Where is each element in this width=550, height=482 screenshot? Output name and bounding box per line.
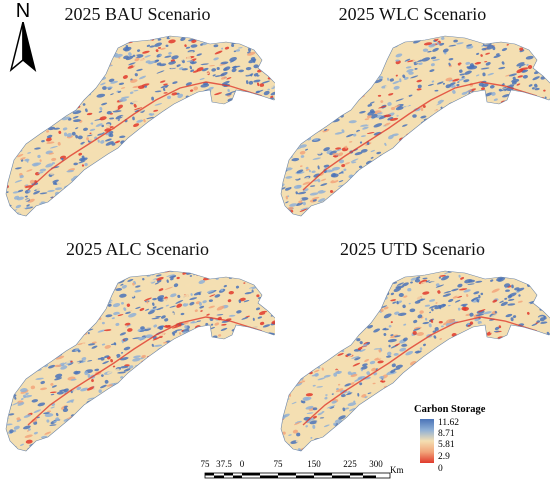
scale-bar: 75 37.5 0 75 150 225 300 Km: [198, 459, 404, 482]
north-letter: N: [15, 0, 31, 22]
legend-label: 11.62: [438, 418, 460, 428]
scale-bar-graphic: [204, 472, 391, 479]
legend-label: 8.71: [438, 429, 455, 439]
panel-title: 2025 WLC Scenario: [338, 4, 487, 24]
carbon-storage-map: [5, 270, 275, 452]
panel-title: 2025 ALC Scenario: [66, 239, 209, 259]
scale-label: 300: [369, 459, 383, 469]
panel-title: 2025 BAU Scenario: [64, 4, 211, 24]
scale-unit: Km: [390, 465, 404, 475]
scale-label: 150: [307, 459, 321, 469]
map-panel-bau: 2025 BAU Scenario: [0, 0, 275, 235]
legend-label: 5.81: [438, 440, 455, 450]
north-arrow-icon: [9, 22, 37, 73]
carbon-storage-map: [280, 35, 550, 217]
map-panel-alc: 2025 ALC Scenario: [0, 235, 275, 470]
legend-label: 2.9: [438, 452, 450, 462]
carbon-storage-map: [5, 35, 275, 217]
map-panel-utd: 2025 UTD Scenario: [275, 235, 550, 470]
scale-label: 37.5: [216, 459, 232, 469]
scale-label: 75: [200, 459, 210, 469]
legend-title: Carbon Storage: [414, 404, 486, 415]
carbon-storage-map: [280, 270, 550, 452]
legend-label: 0: [438, 464, 443, 474]
scale-label: 0: [239, 459, 245, 469]
north-arrow: N: [8, 0, 48, 73]
legend: Carbon Storage 11.62 8.71 5.81 2.9 0: [412, 404, 542, 480]
scale-label: 75: [273, 459, 283, 469]
legend-color-ramp: [420, 419, 434, 463]
panel-title: 2025 UTD Scenario: [340, 239, 485, 259]
scale-labels: 75 37.5 0 75 150 225 300 Km: [198, 459, 404, 475]
map-panel-wlc: 2025 WLC Scenario: [275, 0, 550, 235]
scale-label: 225: [343, 459, 357, 469]
